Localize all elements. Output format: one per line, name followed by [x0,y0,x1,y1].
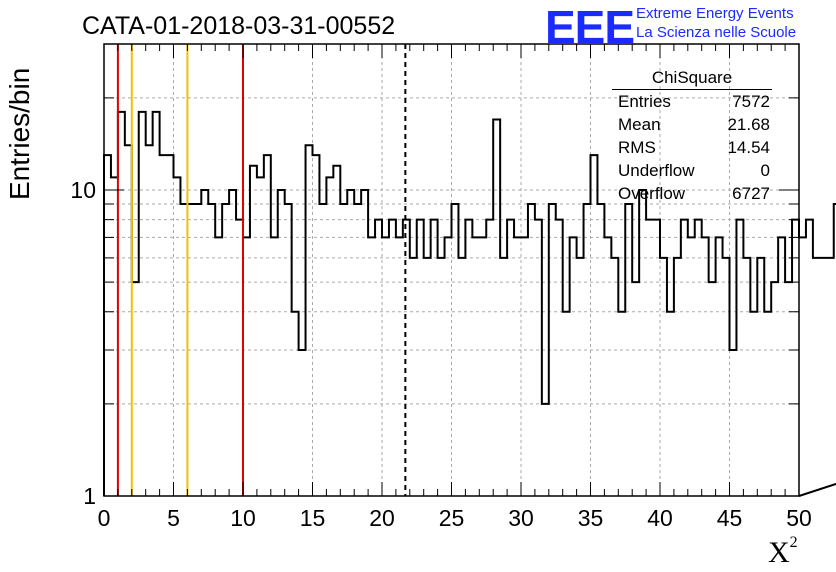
y-axis-label: Entries/bin [4,67,35,200]
stats-box: ChiSquare Entries 7572 Mean 21.68 RMS 14.54… [612,67,776,205]
y-tick-label: 1 [83,483,96,509]
stats-value: 7572 [732,92,770,111]
stats-label: Mean [618,115,661,134]
stats-label: Underflow [618,161,695,180]
x-tick-label: 40 [647,505,673,531]
stats-label: Overflow [618,184,686,203]
x-axis-label: X2 [768,534,798,570]
stats-value: 21.68 [727,115,770,134]
chart-title: CATA-01-2018-03-31-00552 [82,12,396,40]
stats-row-underflow: Underflow 0 [612,159,776,182]
x-tick-label: 5 [167,505,180,531]
x-axis-label-superscript: 2 [789,534,798,551]
x-tick-label: 20 [369,505,395,531]
x-tick-label: 0 [98,505,111,531]
logo-caption-line2: La Scienza nelle Scuole [636,24,797,41]
x-tick-label: 10 [230,505,256,531]
x-axis-label-main: X [768,536,790,569]
x-tick-label: 50 [786,505,812,531]
stats-row-entries: Entries 7572 [612,90,776,113]
x-tick-label: 15 [300,505,326,531]
histogram-series [103,110,836,497]
x-tick-label: 45 [717,505,743,531]
logo-caption: Extreme Energy Events La Scienza nelle S… [636,4,796,42]
y-tick-label: 10 [70,177,96,203]
stats-label: Entries [618,92,671,111]
stats-value: 6727 [732,184,770,203]
stats-row-mean: Mean 21.68 [612,113,776,136]
x-tick-label: 35 [578,505,604,531]
x-tick-label: 25 [439,505,465,531]
eee-logo: EEE [545,1,635,53]
x-tick-label: 30 [508,505,534,531]
stats-value: 0 [760,161,770,180]
stats-label: RMS [618,138,656,157]
logo-caption-line1: Extreme Energy Events [636,5,794,22]
stats-row-overflow: Overflow 6727 [612,182,776,205]
stats-title: ChiSquare [612,67,772,90]
stats-row-rms: RMS 14.54 [612,136,776,159]
stats-value: 14.54 [727,138,770,157]
